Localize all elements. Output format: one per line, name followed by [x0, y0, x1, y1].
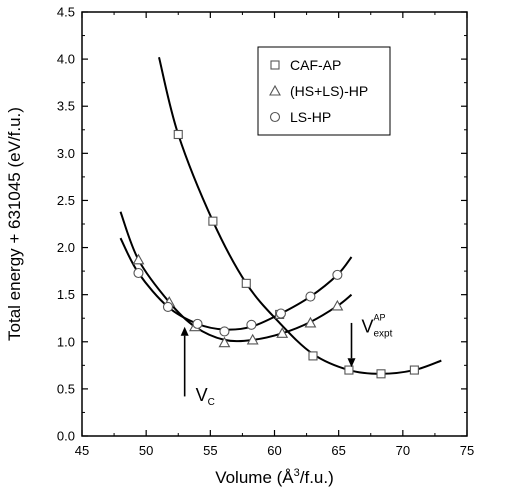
y-tick-label: 0.5	[57, 381, 75, 396]
y-axis-title: Total energy + 631045 (eV/f.u.)	[5, 107, 24, 341]
x-tick-label: 55	[203, 443, 217, 458]
x-axis-title-unit: Å	[282, 468, 294, 487]
legend-label: (HS+LS)-HP	[290, 83, 368, 99]
data-point-circle	[133, 267, 144, 279]
y-tick-label: 3.5	[57, 99, 75, 114]
series-line-circle	[119, 237, 353, 331]
y-tick-label: 1.5	[57, 287, 75, 302]
x-axis-title: Volume (Å3/f.u.)	[215, 467, 334, 487]
legend-box	[257, 46, 391, 136]
data-point-circle	[192, 318, 203, 329]
y-tick-label: 2.5	[57, 193, 75, 208]
data-point-square	[208, 216, 218, 226]
data-point-circle	[275, 308, 286, 319]
data-point-circle	[246, 319, 257, 330]
y-tick-label: 3.0	[57, 146, 75, 161]
x-tick-label: 45	[75, 443, 89, 458]
vc-label: VC	[196, 385, 215, 408]
y-tick-label: 4.0	[57, 52, 75, 67]
legend-label: CAF-AP	[290, 57, 341, 73]
x-tick-label: 70	[396, 443, 410, 458]
data-point-triangle	[132, 253, 145, 265]
x-tick-label: 75	[460, 443, 474, 458]
vexpt-sup: AP	[374, 312, 386, 322]
legend-marker-square	[270, 60, 280, 70]
x-tick-label: 65	[331, 443, 345, 458]
legend-marker-triangle	[269, 84, 281, 96]
vc-arrow	[180, 326, 189, 397]
y-tick-label: 2.0	[57, 240, 75, 255]
x-axis-title-prefix: Volume (	[215, 468, 282, 487]
data-point-square	[308, 351, 318, 361]
y-tick-label: 4.5	[57, 5, 75, 20]
data-point-square	[376, 369, 386, 379]
y-tick-label: 0.0	[57, 429, 75, 444]
x-tick-label: 60	[267, 443, 281, 458]
data-point-circle	[219, 326, 230, 337]
data-point-square	[344, 365, 354, 375]
data-point-triangle	[276, 327, 289, 338]
x-axis-title-suffix: /f.u.)	[300, 468, 334, 487]
x-tick-label: 50	[139, 443, 153, 458]
data-point-triangle	[304, 316, 317, 328]
legend-marker-circle	[269, 111, 281, 123]
x-axis-title-sup: 3	[294, 467, 300, 479]
legend: CAF-AP (HS+LS)-HP LS-HP	[257, 46, 391, 136]
plot-frame	[81, 11, 468, 437]
vexpt-sub: expt	[374, 328, 393, 339]
tick-label-layer: 45 50 55 60 65 70 75 0.0 0.5 1.0 1.5 2.0 2.5 3.0 3.5 4.…	[57, 5, 474, 459]
data-point-square	[409, 365, 419, 375]
data-point-circle	[162, 301, 174, 312]
marker-layer	[132, 129, 419, 379]
y-tick-label: 1.0	[57, 334, 75, 349]
data-point-circle	[332, 269, 343, 280]
curve-layer	[119, 56, 442, 375]
data-point-triangle	[218, 336, 231, 348]
data-point-square	[173, 129, 183, 140]
vexpt-arrow	[347, 322, 356, 368]
series-line-triangle	[119, 211, 353, 343]
annotation-layer: VC V AP expt	[180, 312, 393, 408]
data-point-circle	[305, 291, 316, 302]
data-point-square	[241, 278, 251, 288]
data-point-triangle	[331, 299, 344, 311]
data-point-triangle	[246, 333, 259, 345]
legend-label: LS-HP	[290, 109, 331, 125]
vexpt-label: V	[362, 316, 374, 336]
